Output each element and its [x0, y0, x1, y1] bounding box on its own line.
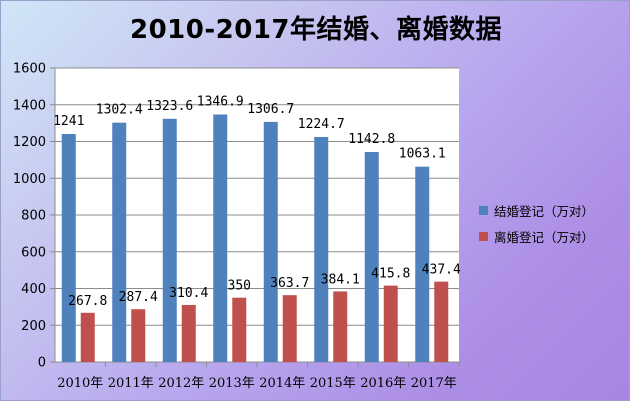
legend-swatch-marriage — [479, 205, 488, 215]
data-label-divorce: 415.8 — [371, 267, 410, 282]
data-label-marriage: 1142.8 — [348, 132, 395, 147]
data-label-divorce: 384.1 — [321, 272, 360, 287]
data-label-divorce: 350 — [228, 279, 251, 294]
bar-divorce — [181, 304, 196, 362]
bar-marriage — [61, 133, 76, 362]
bar-divorce — [333, 291, 348, 362]
x-tick-label: 2010年 — [57, 376, 103, 391]
y-tick-label: 1400 — [13, 98, 46, 113]
bar-marriage — [263, 121, 278, 362]
bar-marriage — [162, 118, 177, 362]
data-label-divorce: 267.8 — [68, 294, 107, 309]
y-tick-label: 400 — [21, 282, 46, 297]
x-tick-label: 2011年 — [108, 376, 154, 391]
x-tick-label: 2016年 — [360, 376, 406, 391]
legend-item-marriage: 结婚登记（万对） — [479, 197, 594, 223]
bar-divorce — [80, 312, 95, 362]
data-label-marriage: 1241 — [53, 114, 84, 129]
bar-divorce — [131, 309, 146, 362]
bar-divorce — [434, 281, 449, 362]
bar-divorce — [232, 297, 247, 362]
data-label-marriage: 1224.7 — [298, 117, 345, 132]
x-tick-label: 2014年 — [259, 376, 305, 391]
x-tick-label: 2017年 — [411, 376, 457, 391]
data-label-divorce: 437.4 — [422, 263, 461, 278]
y-tick-label: 1000 — [13, 172, 46, 187]
data-label-marriage: 1063.1 — [399, 147, 446, 162]
data-label-marriage: 1323.6 — [146, 99, 193, 114]
data-label-divorce: 363.7 — [270, 276, 309, 291]
data-label-divorce: 287.4 — [119, 290, 158, 305]
bar-marriage — [364, 152, 379, 362]
y-tick-label: 1600 — [13, 62, 46, 77]
legend: 结婚登记（万对） 离婚登记（万对） — [479, 197, 594, 249]
y-tick-label: 1200 — [13, 135, 46, 150]
legend-swatch-divorce — [479, 231, 488, 241]
bar-divorce — [383, 285, 398, 362]
y-tick-label: 600 — [21, 245, 46, 260]
bar-marriage — [213, 114, 228, 362]
y-tick-label: 0 — [38, 356, 46, 371]
data-label-marriage: 1306.7 — [247, 102, 294, 117]
data-label-marriage: 1346.9 — [197, 95, 244, 110]
chart-title: 2010-2017年结婚、离婚数据 — [129, 15, 503, 45]
y-tick-label: 200 — [21, 319, 46, 334]
bar-marriage — [415, 166, 430, 362]
bar-divorce — [282, 295, 297, 362]
legend-label-marriage: 结婚登记（万对） — [494, 203, 595, 219]
data-label-divorce: 310.4 — [169, 286, 208, 301]
x-tick-label: 2015年 — [310, 376, 356, 391]
legend-label-divorce: 离婚登记（万对） — [494, 229, 595, 245]
bar-marriage — [112, 122, 127, 363]
y-tick-label: 800 — [21, 209, 46, 224]
bar-marriage — [314, 136, 329, 362]
data-label-marriage: 1302.4 — [96, 103, 143, 118]
x-tick-label: 2013年 — [209, 376, 255, 391]
x-tick-label: 2012年 — [158, 376, 204, 391]
legend-item-divorce: 离婚登记（万对） — [479, 223, 594, 249]
